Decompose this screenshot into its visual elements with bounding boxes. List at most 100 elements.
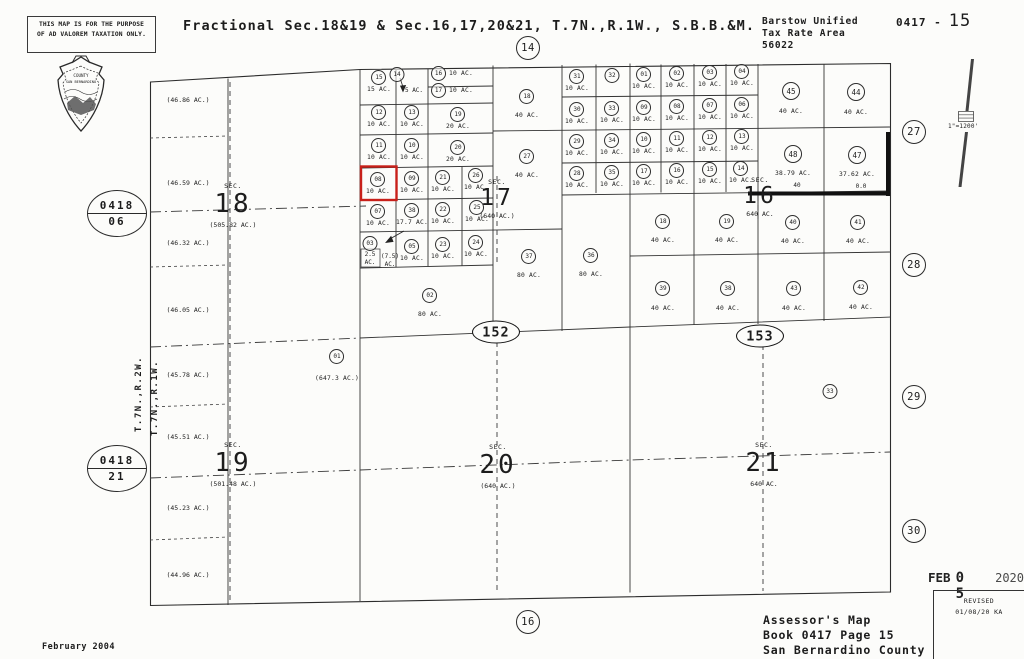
parcel-number-circle: 08 [370,172,386,187]
parcel-number-circle: 03 [362,236,378,251]
parcel-sec16-43: 43 40 AC. [782,281,806,312]
adjacent-page: 06 [88,213,146,236]
parcel-acreage: 20 AC. [446,156,470,163]
section-number: 18 [214,189,252,219]
parcel-sec17-11: 11 10 AC. [367,138,391,161]
parcel-sec17-14: 14 [389,67,405,82]
section-number: 20 [479,450,517,480]
stamp-year: 2020 [995,571,1024,585]
parcel-sec21-33: 33 [822,384,838,399]
parcel-sec17-32: 32 [604,68,620,83]
section-word: SEC. [224,182,242,190]
parcel-acreage: 10 AC. [698,81,722,88]
county-seal: COUNTY SAN BERNARDINO [57,55,105,132]
adjacent-map-ref-0418-21: 0418 21 [87,445,147,492]
parcel-number-circle: 01 [329,349,345,364]
parcel-number-circle: 06 [734,97,750,112]
parcel-sec17-16: 16 10 AC. [431,66,473,81]
parcel-sec17-24: 24 10 AC. [464,235,488,258]
parcel-sec17-09: 09 10 AC. [400,171,424,194]
parcel-number-circle: 34 [604,133,620,148]
parcel-acreage: 10 AC. [565,182,589,189]
parcel-number-circle: 37 [521,249,537,264]
adjacent-map-ref-0418-06: 0418 06 [87,190,147,237]
parcel-acreage: 10 AC. [400,154,424,161]
parcel-number-circle: 28 [569,166,585,181]
parcel-sec17-26: 26 10 AC. [464,168,488,191]
parcel-acreage: 10 AC. [565,150,589,157]
parcel-sec16-16: 16 10 AC. [665,163,689,186]
parcel-acreage: 10 AC. [431,186,455,193]
parcel-acreage: 10 AC. [730,145,754,152]
center-section-lines [149,205,891,479]
parcel-acreage: 38.79 AC. [775,170,811,177]
parcel-number-circle: 38 [720,281,736,296]
parcel-number-circle: 11 [669,131,685,146]
parcel-sec16-19: 19 40 AC. [715,214,739,244]
parcel-acreage: 15 AC. [367,86,391,93]
parcel-acreage: 40 AC. [781,238,805,245]
section-label-18: SEC. 18 (505.82 AC.) [210,182,257,229]
parcel-sec16-01: 01 10 AC. [632,67,656,90]
parcel-number-circle: 05 [404,239,420,254]
parcel-sec17-28: 28 10 AC. [565,166,589,189]
parcel-number-circle: 27 [519,149,535,164]
parcel-number-circle: 29 [569,134,585,149]
parcel-sec16-02: 02 10 AC. [665,66,689,89]
parcel-acreage: 40 AC. [515,172,539,179]
parcel-sec17-03: 03 [362,236,378,251]
parcel-acreage: 10 AC. [366,188,390,195]
parcel-sec16-17: 17 10 AC. [632,164,656,187]
parcel-acreage: 80 AC. [418,311,442,318]
parcel-number-circle: 01 [636,67,652,82]
parcel-number-circle: 30 [569,102,585,117]
assessor-line-3: San Bernardino County [763,642,926,657]
disclaimer-line-2: OF AD VALOREM TAXATION ONLY. [37,31,146,39]
parcel-acreage: 10 AC. [698,146,722,153]
parcel-number-circle: 33 [604,101,620,116]
parcel-acreage: 10 AC. [565,118,589,125]
parcel-number-circle: 07 [370,204,386,219]
parcel-sec17-21: 21 10 AC. [431,170,455,193]
parcel-sec17-27: 27 40 AC. [515,149,539,179]
parcel-number-circle: 15 [702,162,718,177]
section-word: SEC. [488,178,506,186]
adjacent-section-right-27: 27 [902,120,926,144]
parcel-sec17-31: 31 10 AC. [565,69,589,92]
assessor-line-1: Assessor's Map [763,613,872,627]
parcel-sec16-48: 48 38.79 AC. [775,145,811,177]
parcel-number-circle: 26 [468,168,484,183]
section-acreage: (501.48 AC.) [209,480,257,488]
parcel-number-circle: 24 [468,235,484,250]
lot-acreage-5: (45.51 AC.) [166,433,210,441]
seal-name-text: SAN BERNARDINO [66,80,96,84]
parcel-acreage: 10 AC. [400,121,424,128]
parcel-acreage: 40 AC. [715,237,739,244]
township-label-r1w: T.7N.,R.1W. [150,359,160,436]
parcel-acreage: 37.62 AC. [839,171,875,178]
parcel-sec17-34: 34 10 AC. [600,133,624,156]
parcel-sec16-18: 18 40 AC. [651,214,675,244]
lot-acreage-1: (46.59 AC.) [166,179,210,187]
parcel-sec17-37: 37 80 AC. [517,249,541,279]
parcel-number-circle: 44 [846,83,865,101]
parcel-sec16-08: 08 10 AC. [665,99,689,122]
parcel-acreage: 10 AC. [632,148,656,155]
parcel-acreage: 10 AC. [400,255,424,262]
parcel-acreage: 10 AC. [465,216,489,223]
parcel-acreage: 80 AC. [579,271,603,278]
parcel-sec17-36: 36 80 AC. [579,248,603,278]
parcel-acreage: 10 AC. [464,251,488,258]
parcel-sec17-12: 12 10 AC. [367,105,391,128]
parcel-sec16-38: 38 40 AC. [716,281,740,312]
parcel-acreage: 10 AC. [665,82,689,89]
parcel-number-circle: 13 [734,129,750,144]
assessor-map-caption: Assessor's Map Book 0417 Page 15 San Ber… [763,613,925,658]
parcel-number-circle: 08 [669,99,685,114]
tax-area-line-3: 56022 [762,39,795,51]
book-number: 0417 - [896,16,942,29]
parcel-acreage: 40 AC. [849,304,873,311]
parcel-number-circle: 18 [655,214,671,229]
parcel-number-circle: 33 [822,384,838,399]
